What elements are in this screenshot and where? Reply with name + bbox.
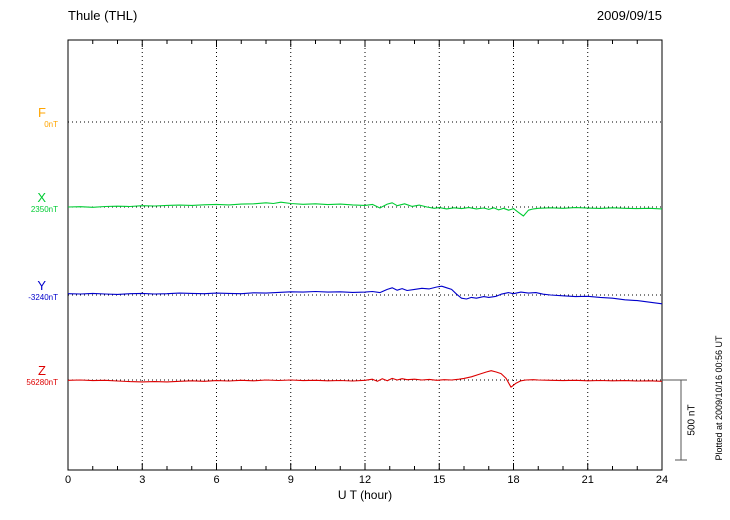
x-tick-label: 21 xyxy=(581,474,594,486)
channel-baseline-value: -3240nT xyxy=(28,293,58,302)
x-tick-label: 24 xyxy=(655,474,669,486)
channel-label-Z: Z 56280nT xyxy=(0,364,62,387)
trace-Z xyxy=(67,370,663,388)
channel-label-Y: Y -3240nT xyxy=(0,279,62,302)
x-tick-label: 18 xyxy=(507,474,520,486)
channel-baseline-value: 56280nT xyxy=(26,378,58,387)
x-tick-label: 9 xyxy=(287,474,294,486)
trace-X xyxy=(67,201,663,217)
x-tick-label: 3 xyxy=(139,474,146,486)
channel-letter: X xyxy=(37,190,46,205)
x-tick-label: 15 xyxy=(433,474,446,486)
x-tick-label: 12 xyxy=(358,474,372,486)
channel-letter: F xyxy=(38,105,46,120)
channel-letter: Y xyxy=(37,278,46,293)
channel-baseline-value: 2350nT xyxy=(30,205,58,214)
x-tick-label: 6 xyxy=(213,474,220,486)
x-tick-label: 0 xyxy=(64,474,72,486)
plot-title: Thule (THL) xyxy=(68,8,138,23)
channel-baseline-value: 0nT xyxy=(44,120,58,129)
scalebar-label: 500 nT xyxy=(686,404,698,436)
channel-label-F: F 0nT xyxy=(0,106,62,129)
trace-Y xyxy=(67,285,663,305)
channel-label-X: X 2350nT xyxy=(0,191,62,214)
plot-date: 2009/09/15 xyxy=(596,8,662,23)
x-axis-label: U T (hour) xyxy=(337,488,393,502)
channel-letter: Z xyxy=(38,363,46,378)
plotted-at-note: Plotted at 2009/10/16 00:56 UT xyxy=(714,335,724,461)
